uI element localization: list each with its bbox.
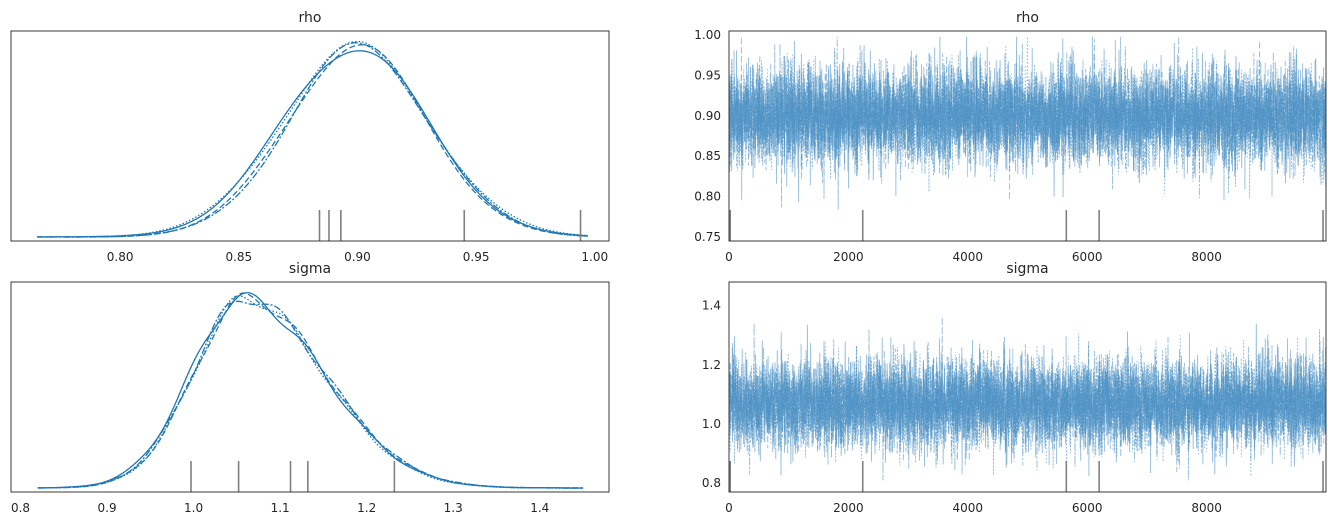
y-tick-label: 0.8 (702, 476, 721, 490)
y-tick-label: 1.00 (694, 28, 721, 42)
x-tick-label: 0.8 (11, 501, 30, 515)
y-tick-label: 0.85 (694, 149, 721, 163)
x-tick-label: 1.00 (581, 250, 608, 264)
y-tick-label: 0.90 (694, 109, 721, 123)
density-line-chain-2 (37, 295, 584, 489)
x-tick-label: 0.90 (344, 250, 371, 264)
density-line-chain-1 (37, 292, 584, 489)
x-tick-label: 6000 (1072, 250, 1103, 264)
x-tick-label: 0.9 (98, 501, 117, 515)
plot-area (37, 40, 588, 238)
x-tick-label: 1.4 (530, 501, 549, 515)
x-tick-label: 8000 (1191, 250, 1222, 264)
density-line-chain-0 (37, 292, 584, 489)
x-tick-label: 2000 (833, 501, 864, 515)
panel-density-sigma: 0.8 0.9 1.0 1.1 1.2 1.3 1.4 sigma (10, 261, 610, 515)
trace-line-chain-3 (729, 36, 1326, 201)
trace-line-chain-3 (729, 323, 1326, 481)
x-tick-label: 2000 (833, 250, 864, 264)
x-tick-label: 1.0 (184, 501, 203, 515)
x-tick-label: 1.2 (357, 501, 376, 515)
y-tick-label: 0.75 (694, 230, 721, 244)
y-tick-label: 0.80 (694, 190, 721, 204)
axes-frame (10, 281, 610, 493)
panel-title: sigma (289, 261, 331, 277)
y-tick-label: 1.4 (702, 299, 721, 313)
x-tick-label: 6000 (1072, 501, 1103, 515)
panel-title: sigma (1006, 261, 1048, 277)
density-line-chain-3 (37, 300, 584, 489)
x-tick-label: 0 (725, 250, 733, 264)
x-tick-label: 1.3 (444, 501, 463, 515)
x-tick-label: 0.95 (463, 250, 490, 264)
density-line-chain-3 (37, 42, 588, 238)
y-tick-label: 0.95 (694, 68, 721, 82)
y-tick-label: 1.0 (702, 417, 721, 431)
x-tick-label: 0 (725, 501, 733, 515)
x-tick-label: 4000 (953, 501, 984, 515)
axes-frame (728, 30, 1327, 242)
plot-area (729, 317, 1326, 481)
x-tick-label: 0.80 (107, 250, 134, 264)
panel-title: rho (299, 10, 322, 26)
panel-trace-sigma: 0 2000 4000 6000 8000 0.8 1.0 1.2 1.4 sigma (702, 261, 1327, 515)
panel-density-rho: 0.80 0.85 0.90 0.95 1.00 rho (10, 10, 610, 264)
panel-trace-rho: 0 2000 4000 6000 8000 0.75 0.80 0.85 0.90 0.95 1.0… (694, 10, 1327, 264)
x-tick-label: 4000 (953, 250, 984, 264)
y-tick-label: 1.2 (702, 358, 721, 372)
plot-area (729, 36, 1326, 210)
density-line-chain-1 (37, 44, 588, 238)
density-line-chain-2 (37, 40, 588, 238)
panel-title: rho (1016, 10, 1039, 26)
axes-frame (728, 281, 1327, 493)
axes-frame (10, 30, 610, 242)
x-tick-label: 0.85 (225, 250, 252, 264)
x-tick-label: 8000 (1191, 501, 1222, 515)
x-tick-label: 1.1 (271, 501, 290, 515)
plot-area (37, 292, 584, 489)
